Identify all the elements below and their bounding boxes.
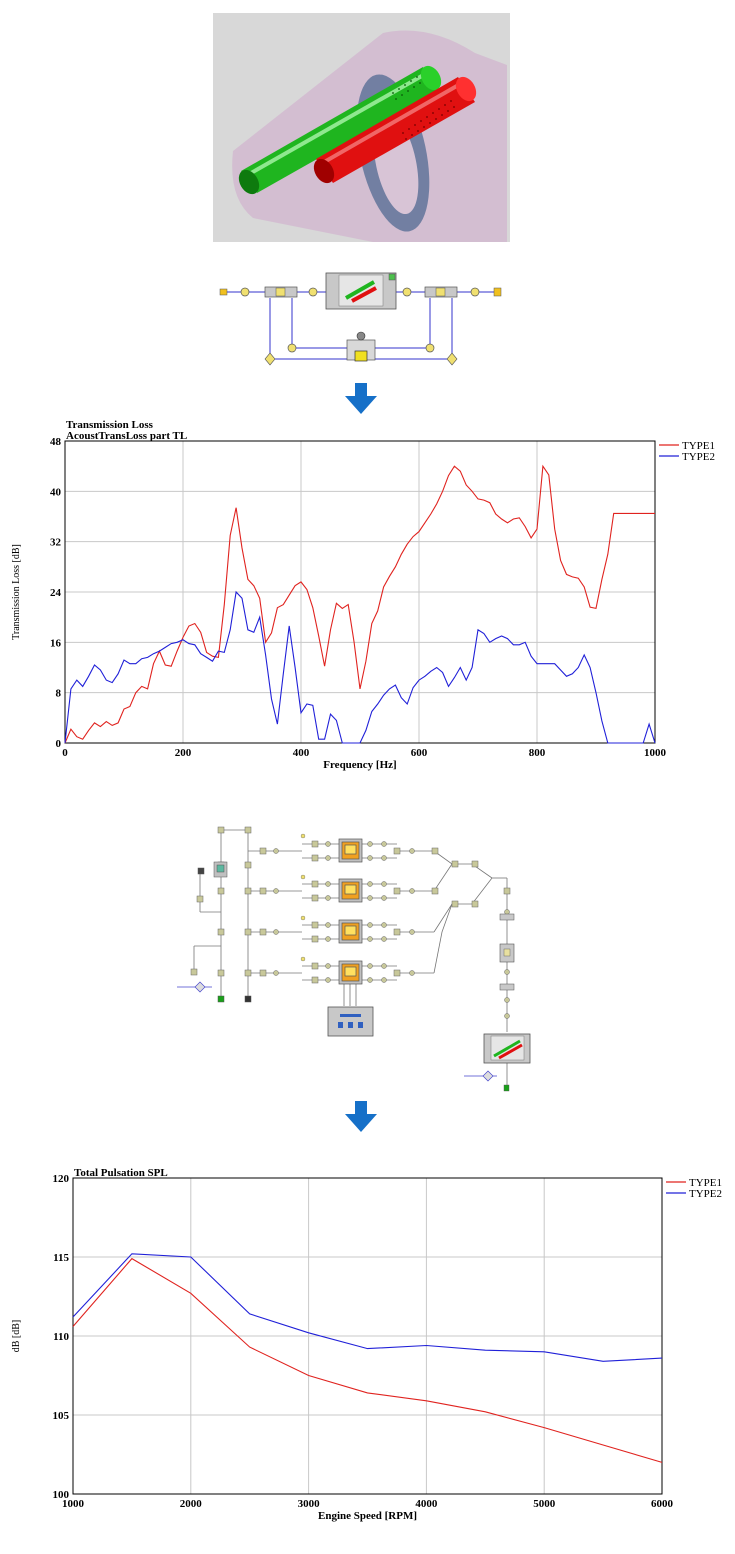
y-tick-label: 40 (50, 486, 62, 498)
x-tick-label: 200 (175, 747, 192, 759)
y-tick-label: 48 (50, 436, 62, 448)
x-tick-label: 2000 (180, 1498, 203, 1510)
y-tick-label: 100 (53, 1489, 70, 1501)
x-axis-label: Engine Speed [RPM] (318, 1510, 417, 1522)
x-tick-label: 3000 (298, 1498, 321, 1510)
x-tick-label: 600 (411, 747, 428, 759)
series-line-type2 (64, 590, 656, 744)
transmission-loss-chart: 0 200 400 600 800 1000 0 8 16 24 32 40 48 Transmissio… (11, 419, 715, 771)
plot-frame (72, 1177, 663, 1495)
y-tick-label: 16 (50, 637, 62, 649)
chart-title: Total Pulsation SPL (74, 1167, 168, 1179)
acoustic-model-schematic (219, 272, 502, 366)
y-tick-label: 32 (50, 537, 62, 549)
series-line-type1 (64, 464, 655, 744)
x-tick-label: 0 (62, 747, 68, 759)
chart-subtitle: AcoustTransLoss part TL (66, 430, 187, 442)
x-tick-label: 1000 (644, 747, 667, 759)
x-tick-label: 1000 (62, 1498, 85, 1510)
x-tick-label: 400 (293, 747, 310, 759)
y-tick-label: 8 (56, 688, 62, 700)
y-tick-label: 110 (53, 1331, 69, 1343)
muffler-3d-model-image (213, 13, 510, 242)
pulsation-spl-chart: 1000 2000 3000 4000 5000 6000 100 105 110 115 120 T… (11, 1167, 722, 1522)
series-line-type2 (72, 1253, 663, 1362)
x-tick-label: 6000 (651, 1498, 674, 1510)
legend-label: TYPE2 (682, 451, 715, 463)
legend-label: TYPE1 (682, 440, 715, 452)
x-axis-label: Frequency [Hz] (323, 759, 396, 771)
y-tick-label: 24 (50, 587, 62, 599)
y-axis-label: dB [dB] (11, 1320, 22, 1353)
series-line-type1 (72, 1257, 663, 1463)
down-arrow-icon (345, 1101, 377, 1132)
x-tick-label: 4000 (415, 1498, 438, 1510)
legend-label: TYPE2 (689, 1188, 722, 1200)
y-tick-label: 120 (53, 1173, 70, 1185)
x-tick-label: 5000 (533, 1498, 556, 1510)
x-tick-label: 800 (529, 747, 546, 759)
engine-system-schematic (177, 826, 531, 1092)
y-tick-label: 115 (53, 1252, 69, 1264)
legend-label: TYPE1 (689, 1177, 722, 1189)
y-tick-label: 0 (56, 738, 62, 750)
y-tick-label: 105 (53, 1410, 70, 1422)
chart-title: Transmission Loss (66, 419, 154, 431)
y-axis-label: Transmission Loss [dB] (11, 544, 22, 640)
down-arrow-icon (345, 383, 377, 414)
